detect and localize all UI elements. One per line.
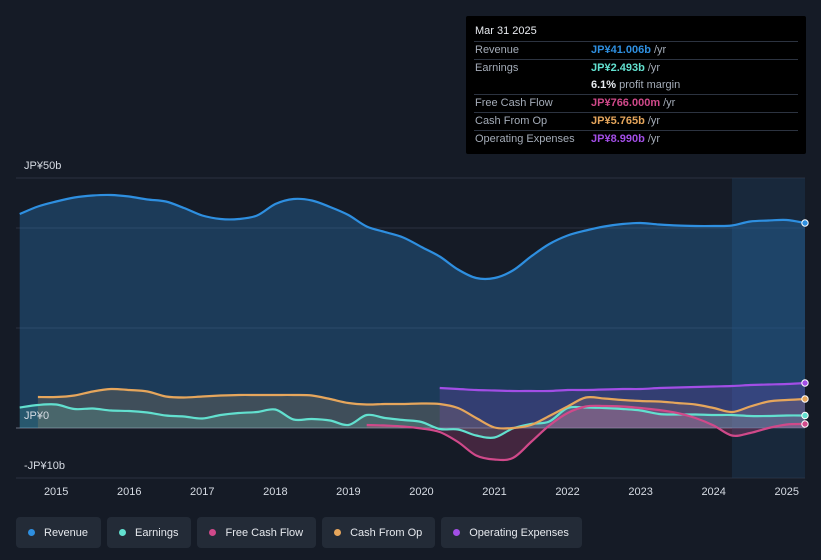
y-axis-labels: JP¥50b JP¥0 -JP¥10b	[24, 160, 65, 472]
legend: Revenue Earnings Free Cash Flow Cash Fro…	[16, 517, 582, 548]
x-tick-label: 2022	[555, 486, 579, 498]
legend-item-revenue[interactable]: Revenue	[16, 517, 102, 548]
legend-label: Cash From Op	[350, 526, 423, 539]
cash-from-op-line	[37, 387, 806, 430]
legend-label: Operating Expenses	[469, 526, 569, 539]
earnings-end-dot	[801, 411, 809, 420]
legend-label: Earnings	[135, 526, 179, 539]
tooltip-unit: /yr	[647, 62, 661, 74]
legend-label: Free Cash Flow	[225, 526, 304, 539]
x-tick-label: 2017	[190, 486, 214, 498]
tooltip-date: Mar 31 2025	[475, 25, 537, 37]
x-tick-label: 2023	[628, 486, 652, 498]
tooltip-row-free-cash-flow: Free Cash Flow JP¥766.000m /yr	[474, 94, 798, 112]
x-tick-label: 2024	[701, 486, 725, 498]
tooltip-value: JP¥766.000m	[591, 97, 661, 109]
x-tick-label: 2020	[409, 486, 433, 498]
legend-item-free-cash-flow[interactable]: Free Cash Flow	[197, 517, 317, 548]
tooltip-value: JP¥8.990b	[591, 133, 645, 145]
y-tick-label: -JP¥10b	[24, 460, 65, 472]
legend-item-cash-from-op[interactable]: Cash From Op	[322, 517, 436, 548]
tooltip-label	[474, 77, 591, 94]
tooltip-value: 6.1%	[591, 79, 617, 91]
revenue-end-dot	[801, 219, 809, 227]
x-tick-label: 2016	[117, 486, 141, 498]
tooltip-value: JP¥41.006b	[591, 44, 651, 56]
tooltip-value: JP¥5.765b	[591, 115, 645, 127]
tooltip-unit: /yr	[647, 133, 661, 145]
tooltip-row-cash-from-op: Cash From Op JP¥5.765b /yr	[474, 112, 798, 130]
tooltip-unit: profit margin	[619, 79, 681, 91]
cash-from-op-area	[37, 388, 805, 429]
legend-dot-icon	[28, 529, 35, 536]
tooltip-row-revenue: Revenue JP¥41.006b /yr	[474, 41, 798, 59]
series-end-dots	[801, 219, 809, 428]
tooltip-row-earnings: Earnings JP¥2.493b /yr	[474, 59, 798, 77]
legend-label: Revenue	[44, 526, 89, 539]
earnings-line	[19, 403, 806, 439]
tooltip-label: Cash From Op	[475, 115, 548, 127]
tooltip-unit: /yr	[663, 97, 676, 109]
legend-dot-icon	[119, 529, 127, 536]
legend-dot-icon	[209, 529, 217, 536]
free-cash-flow-area	[366, 405, 805, 460]
data-tooltip: Mar 31 2025 Revenue JP¥41.006b /yr Earni…	[466, 16, 806, 154]
x-tick-label: 2021	[482, 486, 506, 498]
tooltip-row-profit-margin: 6.1% profit margin	[474, 77, 798, 94]
operating-expenses-line	[439, 381, 806, 393]
legend-item-earnings[interactable]: Earnings	[107, 517, 192, 548]
free-cash-flow-line	[366, 404, 806, 462]
legend-item-operating-expenses[interactable]: Operating Expenses	[441, 517, 582, 548]
tooltip-row-operating-expenses: Operating Expenses JP¥8.990b /yr	[474, 130, 798, 148]
tooltip-label: Free Cash Flow	[475, 97, 553, 109]
revenue-area	[19, 194, 805, 428]
y-tick-label: JP¥0	[24, 410, 49, 422]
operating-expenses-end-dot	[801, 379, 809, 387]
legend-dot-icon	[453, 529, 461, 536]
cash-from-op-end-dot	[801, 395, 809, 403]
x-tick-label: 2025	[774, 486, 798, 498]
series-lines	[19, 193, 806, 462]
tooltip-value: JP¥2.493b	[591, 62, 645, 74]
tooltip-label: Operating Expenses	[475, 133, 575, 145]
x-tick-label: 2015	[44, 486, 68, 498]
tooltip-unit: /yr	[653, 44, 667, 56]
x-tick-label: 2018	[263, 486, 287, 498]
x-tick-label: 2019	[336, 486, 360, 498]
tooltip-label: Earnings	[475, 62, 519, 74]
tooltip-label: Revenue	[475, 44, 520, 56]
free-cash-flow-end-dot	[801, 420, 809, 428]
revenue-line	[19, 193, 806, 281]
tooltip-unit: /yr	[647, 115, 661, 127]
x-axis-labels: 2015 2016 2017 2018 2019 2020 2021 2022 2023 2024…	[44, 486, 799, 498]
legend-dot-icon	[334, 529, 342, 536]
y-tick-label: JP¥50b	[24, 160, 61, 172]
